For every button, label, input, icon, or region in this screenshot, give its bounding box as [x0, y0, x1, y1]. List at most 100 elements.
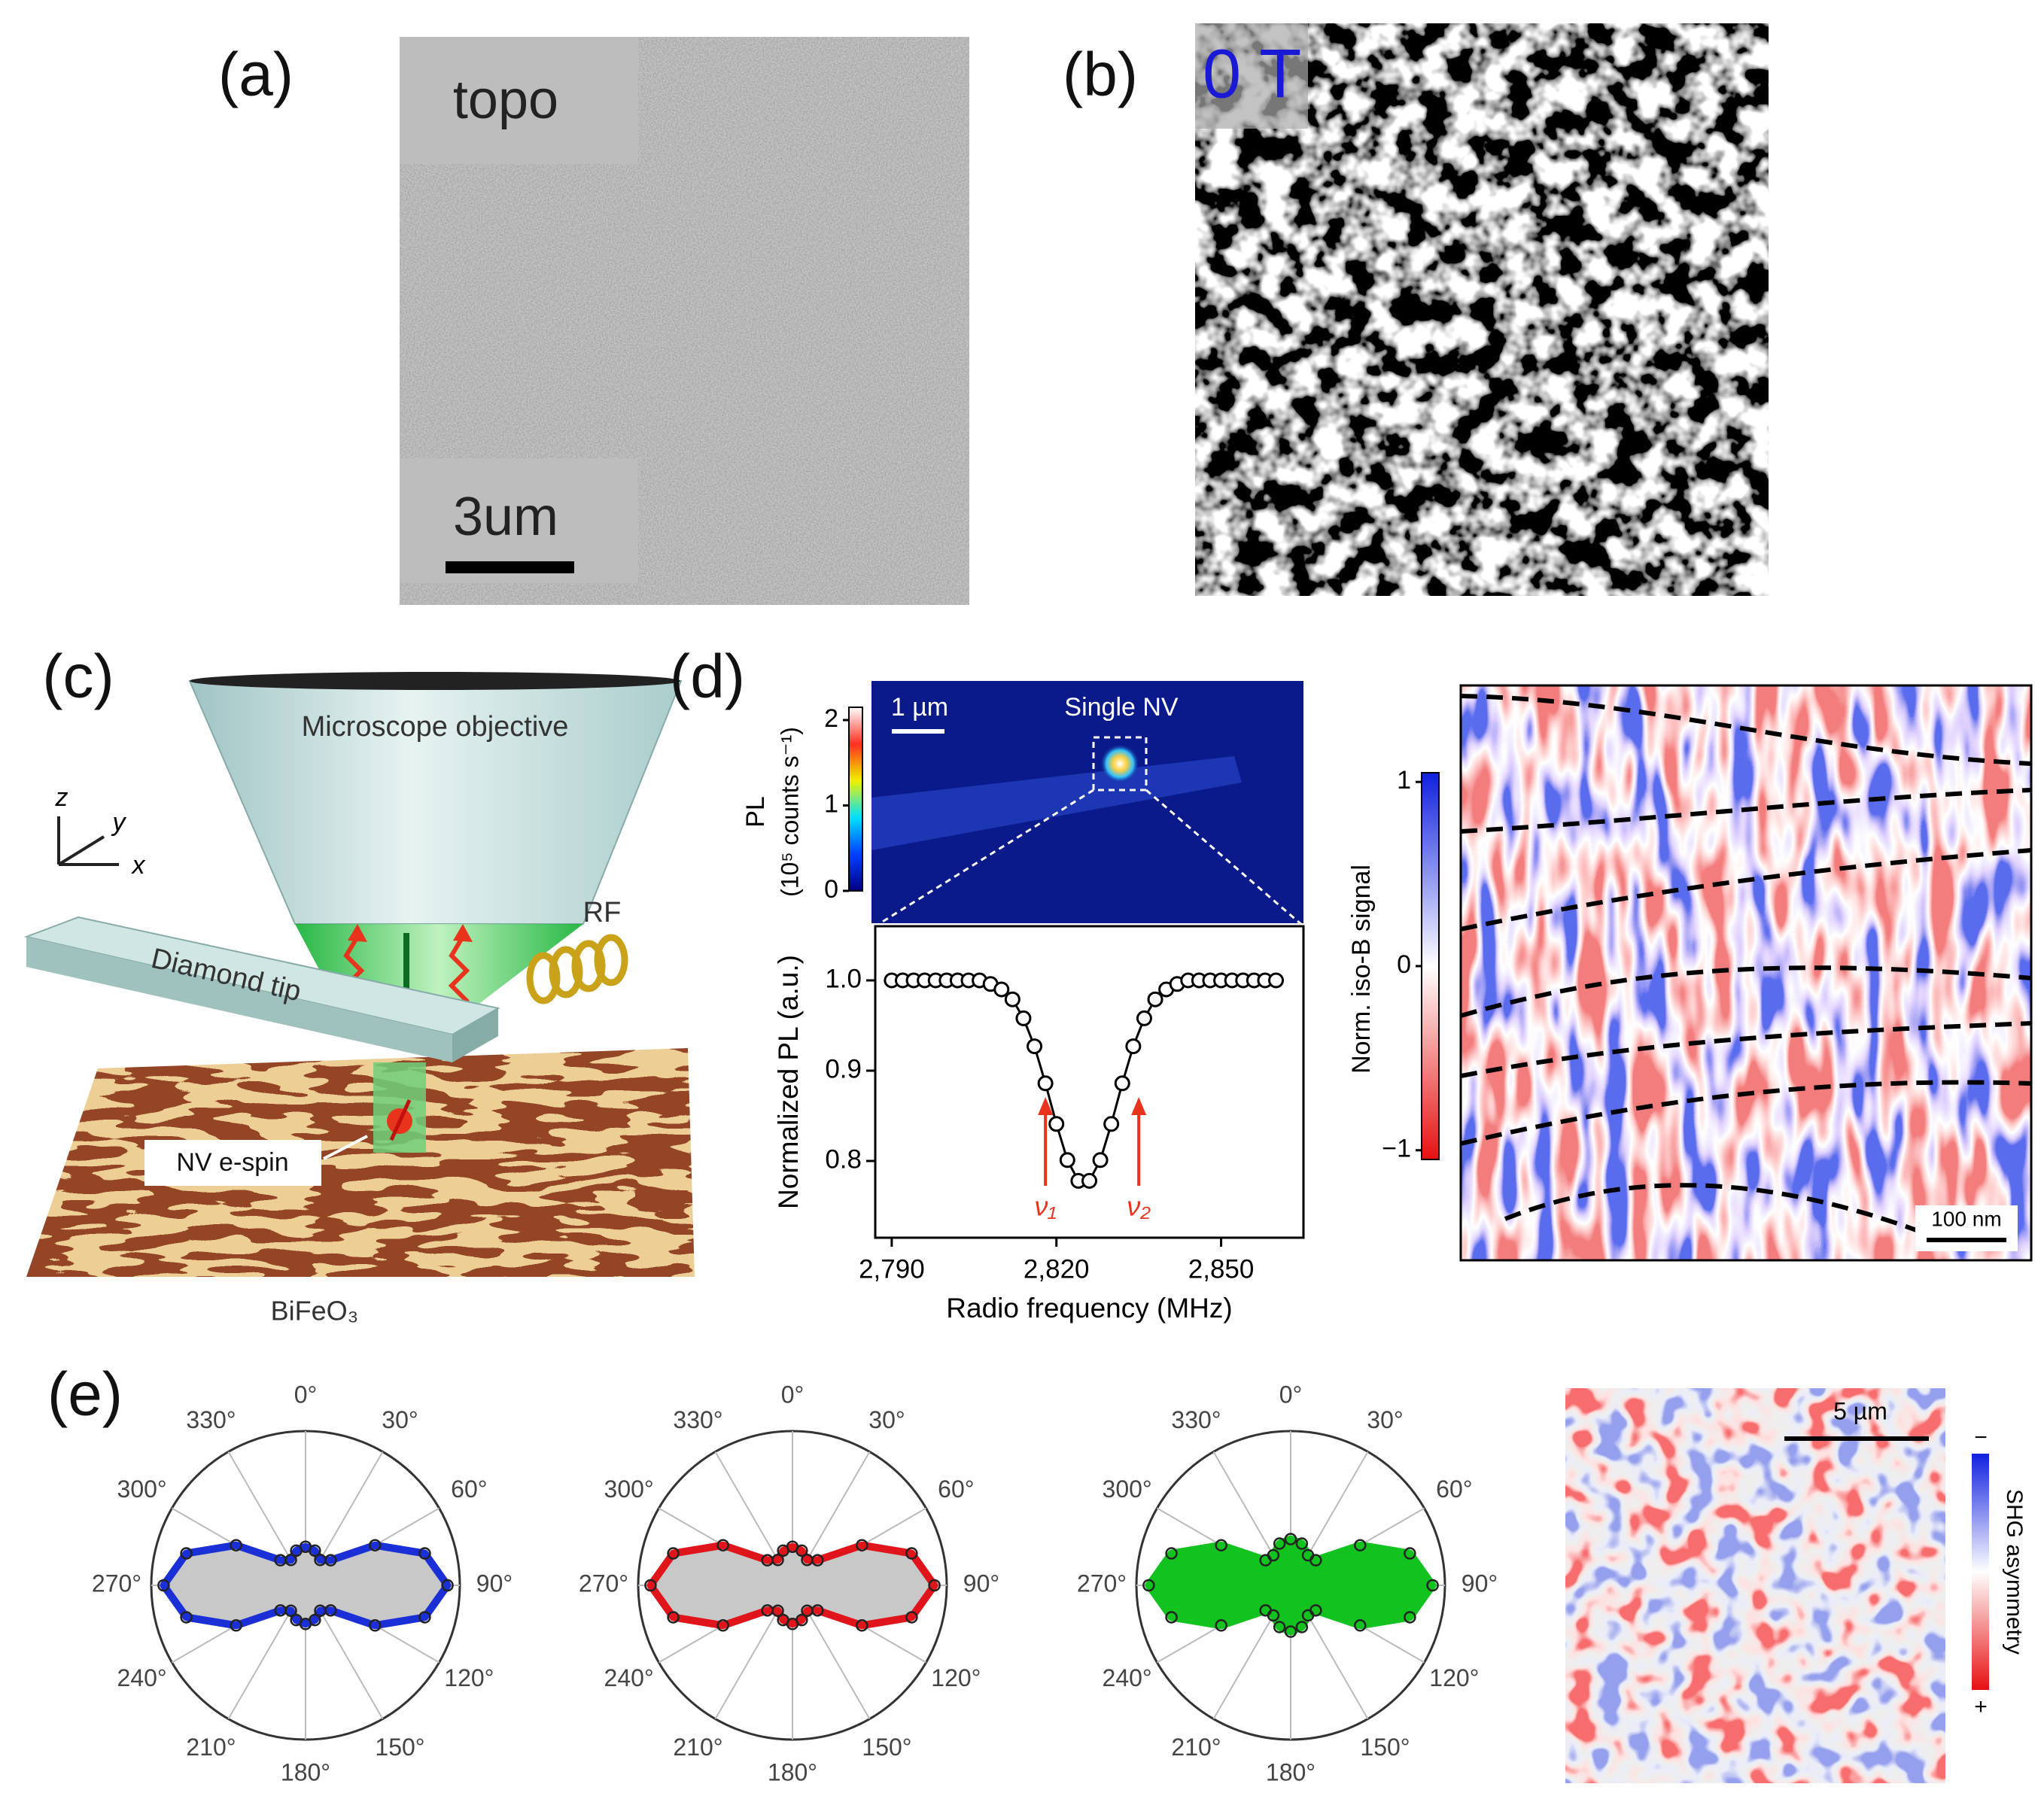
theta-tick-label: 150°	[862, 1734, 911, 1761]
colorbar-unit: (10⁵ counts s⁻¹)	[776, 727, 803, 897]
theta-tick-label: 270°	[92, 1570, 141, 1597]
inset-box	[400, 37, 638, 164]
data-point	[1027, 1038, 1043, 1055]
data-point	[1081, 1172, 1097, 1189]
theta-tick-label: 120°	[931, 1664, 981, 1691]
arrow-head	[1038, 1097, 1054, 1115]
data-point	[1136, 1010, 1152, 1026]
spin-arrow	[389, 1099, 412, 1141]
panel-label: (a)	[218, 41, 294, 109]
polar-point	[1273, 1621, 1286, 1633]
colorbar-tick-label: 2	[824, 704, 838, 733]
data-point	[1015, 1010, 1032, 1026]
colorbar-tick-label: 1	[824, 789, 838, 818]
theta-tick-label: 210°	[186, 1734, 236, 1761]
data-point	[1114, 1075, 1130, 1092]
theta-tick-label: 60°	[451, 1475, 487, 1503]
polar-point	[644, 1579, 657, 1592]
theta-tick-label: 240°	[604, 1664, 654, 1691]
polar-point	[795, 1544, 808, 1557]
arrow-head	[348, 924, 367, 942]
theta-tick-label: 210°	[673, 1734, 722, 1761]
shg-map	[1565, 1388, 1945, 1783]
rf-coil	[526, 934, 628, 1004]
colorbar-title: PL	[741, 796, 770, 828]
colorbar-title: Norm. iso-B signal	[1347, 865, 1376, 1074]
data-point	[1059, 1152, 1075, 1168]
polar-point	[324, 1554, 337, 1567]
theta-tick-label: 300°	[117, 1475, 167, 1503]
colorbar	[1421, 772, 1440, 1160]
polar-point	[777, 1613, 789, 1627]
nv-spot	[1100, 744, 1139, 783]
colorbar-end: +	[1974, 1694, 1988, 1719]
rf-label: RF	[583, 897, 622, 928]
scale-label: 1 µm	[891, 693, 948, 722]
inset-label: topo	[453, 70, 558, 130]
theta-tick-label: 90°	[1462, 1570, 1498, 1597]
x-tick-label: 2,790	[859, 1254, 925, 1284]
data-point	[1125, 1038, 1142, 1055]
polar-point	[1273, 1537, 1286, 1550]
polar-point	[1404, 1547, 1416, 1560]
polar-point	[811, 1554, 824, 1567]
polar-point	[284, 1554, 297, 1567]
data-point	[993, 981, 1010, 998]
polar-point	[1295, 1537, 1309, 1550]
polar-point	[1295, 1621, 1309, 1633]
theta-tick-label: 60°	[1436, 1475, 1472, 1503]
y-tick-label: 0.9	[825, 1054, 862, 1083]
polar-point	[905, 1611, 918, 1624]
zoom-box	[1092, 736, 1148, 792]
colorbar-tick-label: 1	[1397, 766, 1411, 795]
theta-tick-label: 150°	[375, 1734, 424, 1761]
panel-label: (e)	[47, 1360, 123, 1429]
colorbar-tick-label: −1	[1382, 1135, 1411, 1163]
data-point	[1092, 1152, 1109, 1168]
polar-point	[290, 1613, 303, 1627]
colorbar	[1972, 1454, 1989, 1690]
theta-tick-label: 240°	[117, 1664, 167, 1691]
polar-point	[1404, 1611, 1416, 1624]
theta-tick-label: 180°	[768, 1758, 817, 1785]
pointer	[323, 1135, 368, 1160]
theta-tick-label: 210°	[1171, 1734, 1221, 1761]
arrow-head	[453, 924, 473, 942]
data-point	[1147, 991, 1163, 1007]
polar-point	[928, 1579, 941, 1592]
polar-point	[441, 1579, 454, 1592]
diamond-tip-side	[26, 937, 452, 1062]
polar-point	[1284, 1533, 1297, 1545]
polar-point	[667, 1547, 680, 1560]
polar-point	[1354, 1619, 1367, 1632]
theta-tick-label: 300°	[1103, 1475, 1152, 1503]
theta-tick-label: 300°	[604, 1475, 654, 1503]
polar-point	[1165, 1547, 1178, 1560]
x-axis-label: Radio frequency (MHz)	[946, 1293, 1232, 1323]
domain-walls	[1461, 694, 2031, 1236]
theta-tick-label: 90°	[476, 1570, 513, 1597]
axis-x: x	[131, 851, 146, 880]
theta-tick-label: 330°	[673, 1406, 722, 1433]
data-point	[1004, 991, 1020, 1007]
polar-point	[777, 1544, 789, 1557]
polar-point	[1267, 1548, 1280, 1562]
panel-label: (d)	[670, 643, 745, 711]
theta-tick-label: 0°	[294, 1381, 318, 1408]
objective-label: Microscope objective	[302, 711, 569, 743]
theta-tick-label: 180°	[1266, 1758, 1316, 1785]
polar-point	[274, 1604, 287, 1617]
y-tick-label: 0.8	[825, 1144, 862, 1174]
spot-label: Single NV	[1064, 693, 1179, 722]
theta-tick-label: 0°	[781, 1381, 805, 1408]
theta-tick-label: 180°	[281, 1758, 330, 1785]
polar-point	[290, 1544, 303, 1557]
polar-point	[1284, 1625, 1297, 1638]
polar-point	[418, 1611, 431, 1624]
zoom-line	[874, 789, 1094, 928]
theta-tick-label: 270°	[579, 1570, 628, 1597]
theta-tick-label: 120°	[444, 1664, 494, 1691]
